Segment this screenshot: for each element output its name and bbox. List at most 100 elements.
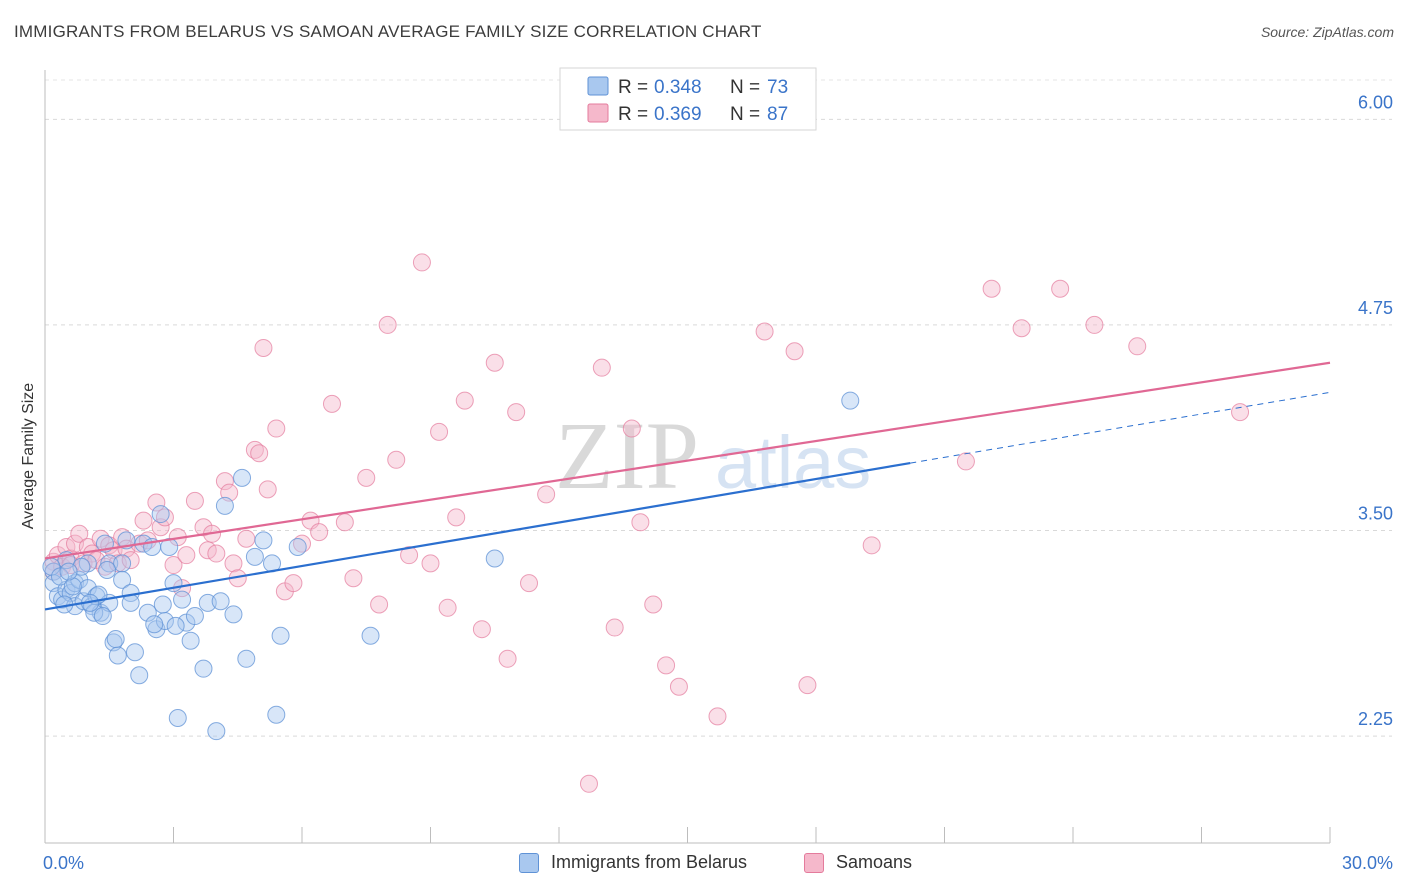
data-point-samoans [134,511,153,530]
data-point-samoans [498,649,517,668]
bottom-legend-label-samoans: Samoans [836,852,913,872]
legend-r-label-pink: R = [618,104,648,125]
legend-n-label-pink: N = [730,104,760,125]
data-point-belarus [841,391,860,410]
data-point-samoans [378,315,397,334]
data-point-samoans [284,574,303,593]
data-point-samoans [370,595,389,614]
data-point-belarus [207,722,226,741]
x-tick-labels: 0.0% 30.0% [43,853,1393,873]
grid-lines [45,79,1392,737]
trend-line-belarus-extension [910,391,1331,464]
data-point-samoans [147,493,166,512]
legend-n-label-blue: N = [730,77,760,98]
data-point-belarus [125,643,144,662]
y-tick-label: 6.00 [1358,92,1393,112]
legend-n-value-pink: 87 [767,104,788,125]
data-point-samoans [267,419,286,438]
legend-n-value-blue: 73 [767,77,788,98]
data-point-belarus [130,666,149,685]
data-point-belarus [267,705,286,724]
y-axis-label: Average Family Size [20,383,37,530]
data-point-belarus [59,562,78,581]
data-point-samoans [537,485,556,504]
chart-title: IMMIGRANTS FROM BELARUS VS SAMOAN AVERAG… [14,22,762,41]
data-point-samoans [224,554,243,573]
data-point-samoans [982,279,1001,298]
data-point-belarus [113,570,132,589]
data-point-samoans [421,554,440,573]
data-point-belarus [93,607,112,626]
data-point-belarus [100,554,119,573]
data-point-samoans [207,544,226,563]
data-point-samoans [344,569,363,588]
trend-line-belarus [44,461,911,611]
data-point-belarus [181,631,200,650]
data-point-samoans [215,472,234,491]
belarus-swatch [519,852,539,873]
belarus-points [42,391,860,741]
data-point-samoans [1128,337,1147,356]
data-point-samoans [755,322,774,341]
bottom-legend-label-belarus: Immigrants from Belarus [551,852,748,872]
data-point-samoans [250,444,269,463]
legend-r-value-blue: 0.348 [654,77,702,98]
y-tick-label: 3.50 [1358,504,1393,524]
data-point-samoans [485,353,504,372]
data-point-belarus [151,505,170,524]
data-point-samoans [387,450,406,469]
data-point-samoans [1231,403,1250,422]
data-point-belarus [173,590,192,609]
data-point-belarus [215,496,234,515]
data-point-samoans [520,574,539,593]
watermark-zip: ZIP [555,402,699,509]
bottom-legend: Immigrants from Belarus Samoans [0,852,1406,878]
data-point-samoans [1051,279,1070,298]
data-point-samoans [507,403,526,422]
data-point-belarus [63,577,82,596]
data-point-samoans [430,422,449,441]
data-point-belarus [245,547,264,566]
data-point-belarus [50,567,69,586]
data-point-samoans [657,656,676,675]
data-point-belarus [168,709,187,728]
legend-r-label-blue: R = [618,77,648,98]
data-point-samoans [579,774,598,793]
data-point-samoans [798,676,817,695]
data-point-belarus [233,468,252,487]
data-point-samoans [605,618,624,637]
y-tick-label: 2.25 [1358,709,1393,729]
bottom-legend-item-belarus[interactable]: Immigrants from Belarus [519,852,747,873]
source-credit: Source: ZipAtlas.com [1260,24,1394,40]
data-point-belarus [145,615,164,634]
data-point-samoans [322,394,341,413]
data-point-samoans [438,598,457,617]
data-point-samoans [455,391,474,410]
data-point-samoans [631,513,650,532]
data-point-belarus [271,626,290,645]
data-point-samoans [472,620,491,639]
data-point-samoans [862,536,881,555]
watermark-atlas: atlas [715,421,871,504]
trend-line-samoans [44,361,1331,560]
data-point-samoans [310,523,329,542]
data-point-samoans [785,342,804,361]
data-point-samoans [357,468,376,487]
data-point-samoans [644,595,663,614]
bottom-legend-item-samoans[interactable]: Samoans [804,852,912,873]
trend-lines [44,361,1331,611]
legend-swatch-blue [587,76,609,96]
data-point-samoans [1012,319,1031,338]
data-point-samoans [237,529,256,548]
data-point-belarus [254,531,273,550]
x-tick-label: 0.0% [43,853,84,873]
data-point-samoans [151,518,170,537]
y-tick-labels: 2.25 3.50 4.75 6.00 [1358,92,1393,729]
data-point-belarus [108,646,127,665]
data-point-belarus [237,649,256,668]
data-point-samoans [956,452,975,471]
data-point-samoans [592,358,611,377]
axes [44,70,1331,844]
data-point-belarus [288,537,307,556]
